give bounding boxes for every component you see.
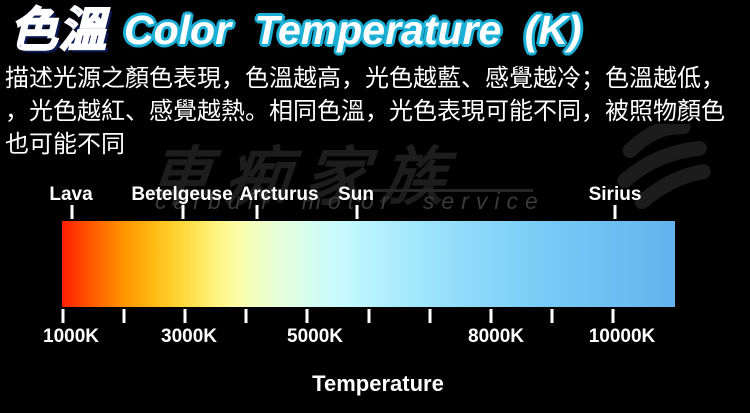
watermark-line [372, 189, 533, 192]
description-line: 描述光源之顏色表現，色溫越高，光色越藍、感覺越冷；色溫越低， [5, 65, 725, 92]
marker-tick-betelgeuse [181, 205, 185, 219]
page-title: 色溫 Color Temperature (K) [9, 2, 582, 58]
axis-tick [244, 309, 248, 323]
axis-title: Temperature [312, 371, 444, 396]
description-text: 描述光源之顏色表現，色溫越高，光色越藍、感覺越冷；色溫越低， ，光色越紅、感覺越… [5, 62, 750, 161]
description-line: 也可能不同 [5, 131, 125, 158]
axis-tick [122, 309, 126, 323]
marker-tick-lava [70, 205, 74, 219]
axis-tick-label-1000k: 1000K [43, 326, 99, 347]
axis-tick [550, 309, 554, 323]
axis-tick-label-3000k: 3000K [161, 326, 217, 347]
marker-label-arcturus: Arcturus [239, 184, 319, 205]
marker-tick-arcturus [255, 205, 259, 219]
title-chinese: 色溫 [9, 2, 108, 57]
axis-tick-label-10000k: 10000K [588, 326, 656, 347]
axis-tick [305, 309, 309, 323]
color-scale-bar [62, 221, 675, 307]
axis-tick [367, 309, 371, 323]
description-line: ，光色越紅、感覺越熱。相同色溫，光色表現可能不同，被照物顏色 [5, 98, 725, 125]
axis-tick [183, 309, 187, 323]
axis-tick [489, 309, 493, 323]
marker-label-sirius: Sirius [588, 184, 642, 205]
marker-tick-sirius [613, 205, 617, 219]
title-english: Color Temperature (K) [124, 7, 582, 53]
axis-tick [61, 309, 65, 323]
axis-tick [428, 309, 432, 323]
axis-tick-label-8000k: 8000K [468, 326, 524, 347]
axis-tick [611, 309, 615, 323]
axis-tick-label-5000k: 5000K [287, 326, 343, 347]
watermark-swoosh-icon [612, 119, 712, 224]
marker-label-sun: Sun [338, 184, 374, 205]
marker-tick-sun [355, 205, 359, 219]
watermark-english-text: carbuff motor service [155, 188, 545, 214]
marker-label-lava: Lava [49, 184, 93, 205]
marker-label-betelgeuse: Betelgeuse [131, 184, 233, 205]
